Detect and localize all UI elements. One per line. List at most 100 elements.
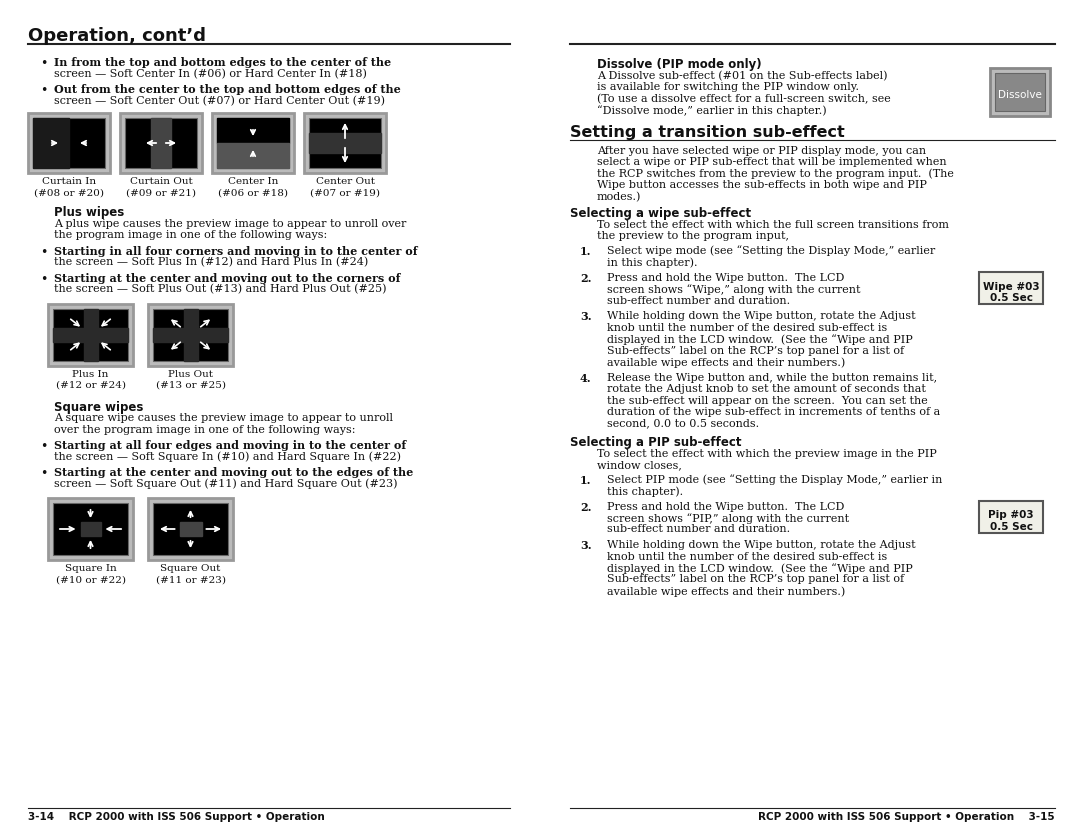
Text: Setting a transition sub-effect: Setting a transition sub-effect bbox=[570, 124, 845, 139]
FancyBboxPatch shape bbox=[153, 309, 228, 360]
Text: •: • bbox=[40, 273, 48, 285]
Text: Starting at the center and moving out to the corners of: Starting at the center and moving out to… bbox=[54, 273, 401, 284]
Text: •: • bbox=[40, 57, 48, 70]
Text: 3.: 3. bbox=[580, 540, 592, 551]
Text: A plus wipe causes the preview image to appear to unroll over: A plus wipe causes the preview image to … bbox=[54, 219, 406, 229]
FancyBboxPatch shape bbox=[212, 113, 294, 173]
Text: displayed in the LCD window.  (See the “Wipe and PIP: displayed in the LCD window. (See the “W… bbox=[607, 334, 913, 344]
Text: the screen — Soft Square In (#10) and Hard Square In (#22): the screen — Soft Square In (#10) and Ha… bbox=[54, 451, 401, 462]
Text: Curtain In: Curtain In bbox=[42, 177, 96, 186]
Text: In from the top and bottom edges to the center of the: In from the top and bottom edges to the … bbox=[54, 57, 391, 68]
Text: the screen — Soft Plus In (#12) and Hard Plus In (#24): the screen — Soft Plus In (#12) and Hard… bbox=[54, 257, 368, 268]
FancyBboxPatch shape bbox=[28, 113, 110, 173]
Text: •: • bbox=[40, 84, 48, 97]
Text: Center Out: Center Out bbox=[315, 177, 375, 186]
Text: Curtain Out: Curtain Out bbox=[130, 177, 192, 186]
Text: 0.5 Sec: 0.5 Sec bbox=[989, 521, 1032, 531]
FancyBboxPatch shape bbox=[217, 118, 289, 168]
Text: 1.: 1. bbox=[580, 245, 592, 257]
Text: the RCP switches from the preview to the program input.  (The: the RCP switches from the preview to the… bbox=[597, 168, 954, 179]
Text: Starting at the center and moving out to the edges of the: Starting at the center and moving out to… bbox=[54, 467, 414, 478]
Text: Sub-effects” label on the RCP’s top panel for a list of: Sub-effects” label on the RCP’s top pane… bbox=[607, 575, 904, 585]
Text: rotate the Adjust knob to set the amount of seconds that: rotate the Adjust knob to set the amount… bbox=[607, 384, 926, 394]
FancyBboxPatch shape bbox=[978, 272, 1043, 304]
Text: 0.5 Sec: 0.5 Sec bbox=[989, 293, 1032, 303]
Text: Selecting a PIP sub-effect: Selecting a PIP sub-effect bbox=[570, 436, 742, 449]
Text: available wipe effects and their numbers.): available wipe effects and their numbers… bbox=[607, 586, 846, 596]
Text: Operation, cont’d: Operation, cont’d bbox=[28, 27, 206, 45]
FancyBboxPatch shape bbox=[153, 503, 228, 555]
Text: (#11 or #23): (#11 or #23) bbox=[156, 575, 226, 585]
Text: screen — Soft Center In (#06) or Hard Center In (#18): screen — Soft Center In (#06) or Hard Ce… bbox=[54, 68, 367, 78]
Text: •: • bbox=[40, 467, 48, 480]
Text: knob until the number of the desired sub-effect is: knob until the number of the desired sub… bbox=[607, 551, 888, 561]
Text: 2.: 2. bbox=[580, 273, 592, 284]
Bar bbox=[153, 328, 228, 341]
Text: A square wipe causes the preview image to appear to unroll: A square wipe causes the preview image t… bbox=[54, 413, 393, 423]
Text: the screen — Soft Plus Out (#13) and Hard Plus Out (#25): the screen — Soft Plus Out (#13) and Har… bbox=[54, 284, 387, 294]
FancyBboxPatch shape bbox=[309, 118, 381, 168]
Text: After you have selected wipe or PIP display mode, you can: After you have selected wipe or PIP disp… bbox=[597, 145, 927, 155]
Text: Sub-effects” label on the RCP’s top panel for a list of: Sub-effects” label on the RCP’s top pane… bbox=[607, 345, 904, 355]
FancyBboxPatch shape bbox=[125, 118, 197, 168]
Text: modes.): modes.) bbox=[597, 192, 642, 202]
Text: knob until the number of the desired sub-effect is: knob until the number of the desired sub… bbox=[607, 323, 888, 333]
Text: To select the effect with which the full screen transitions from: To select the effect with which the full… bbox=[597, 219, 949, 229]
FancyBboxPatch shape bbox=[53, 503, 129, 555]
FancyBboxPatch shape bbox=[990, 68, 1050, 116]
Text: is available for switching the PIP window only.: is available for switching the PIP windo… bbox=[597, 82, 859, 92]
Text: Dissolve: Dissolve bbox=[998, 90, 1042, 100]
Text: Plus In: Plus In bbox=[72, 369, 109, 379]
Text: in this chapter).: in this chapter). bbox=[607, 257, 698, 268]
Text: over the program image in one of the following ways:: over the program image in one of the fol… bbox=[54, 425, 355, 435]
FancyBboxPatch shape bbox=[303, 113, 386, 173]
Bar bbox=[33, 118, 69, 168]
Bar bbox=[309, 133, 381, 153]
Text: the program image in one of the following ways:: the program image in one of the followin… bbox=[54, 230, 327, 240]
Text: (To use a dissolve effect for a full-screen switch, see: (To use a dissolve effect for a full-scr… bbox=[597, 93, 891, 104]
Text: this chapter).: this chapter). bbox=[607, 486, 684, 496]
Text: While holding down the Wipe button, rotate the Adjust: While holding down the Wipe button, rota… bbox=[607, 311, 916, 321]
Text: Square Out: Square Out bbox=[160, 564, 220, 573]
Text: Dissolve (PIP mode only): Dissolve (PIP mode only) bbox=[597, 58, 761, 71]
Text: Square In: Square In bbox=[65, 564, 117, 573]
Text: Out from the center to the top and bottom edges of the: Out from the center to the top and botto… bbox=[54, 84, 401, 95]
Text: Starting at all four edges and moving in to the center of: Starting at all four edges and moving in… bbox=[54, 440, 406, 451]
Text: Press and hold the Wipe button.  The LCD: Press and hold the Wipe button. The LCD bbox=[607, 501, 845, 511]
Text: (#06 or #18): (#06 or #18) bbox=[218, 188, 288, 198]
Text: window closes,: window closes, bbox=[597, 460, 681, 470]
Text: Plus wipes: Plus wipes bbox=[54, 206, 124, 219]
Text: (#12 or #24): (#12 or #24) bbox=[55, 381, 125, 390]
Text: RCP 2000 with ISS 506 Support • Operation    3-15: RCP 2000 with ISS 506 Support • Operatio… bbox=[758, 812, 1055, 822]
Text: the sub-effect will appear on the screen.  You can set the: the sub-effect will appear on the screen… bbox=[607, 395, 928, 405]
Text: select a wipe or PIP sub-effect that will be implemented when: select a wipe or PIP sub-effect that wil… bbox=[597, 157, 947, 167]
Text: sub-effect number and duration.: sub-effect number and duration. bbox=[607, 295, 791, 305]
FancyBboxPatch shape bbox=[148, 304, 233, 365]
Text: sub-effect number and duration.: sub-effect number and duration. bbox=[607, 525, 791, 535]
Text: (#13 or #25): (#13 or #25) bbox=[156, 381, 226, 390]
Text: 2.: 2. bbox=[580, 501, 592, 513]
Text: (#07 or #19): (#07 or #19) bbox=[310, 188, 380, 198]
Text: 3-14    RCP 2000 with ISS 506 Support • Operation: 3-14 RCP 2000 with ISS 506 Support • Ope… bbox=[28, 812, 325, 822]
FancyBboxPatch shape bbox=[48, 304, 133, 365]
Text: screen shows “Wipe,” along with the current: screen shows “Wipe,” along with the curr… bbox=[607, 284, 861, 294]
Text: Release the Wipe button and, while the button remains lit,: Release the Wipe button and, while the b… bbox=[607, 373, 937, 383]
Text: Select wipe mode (see “Setting the Display Mode,” earlier: Select wipe mode (see “Setting the Displ… bbox=[607, 245, 935, 256]
Bar bbox=[83, 309, 97, 360]
Text: screen — Soft Center Out (#07) or Hard Center Out (#19): screen — Soft Center Out (#07) or Hard C… bbox=[54, 96, 384, 106]
Text: 1.: 1. bbox=[580, 475, 592, 485]
Text: •: • bbox=[40, 440, 48, 453]
Text: Pip #03: Pip #03 bbox=[988, 510, 1034, 520]
Text: screen shows “PIP,” along with the current: screen shows “PIP,” along with the curre… bbox=[607, 513, 849, 524]
Text: 3.: 3. bbox=[580, 311, 592, 322]
Text: 4.: 4. bbox=[580, 373, 592, 384]
Text: “Dissolve mode,” earlier in this chapter.): “Dissolve mode,” earlier in this chapter… bbox=[597, 105, 826, 116]
Text: Wipe #03: Wipe #03 bbox=[983, 282, 1039, 292]
Bar bbox=[179, 521, 202, 536]
FancyBboxPatch shape bbox=[120, 113, 202, 173]
Text: •: • bbox=[40, 245, 48, 259]
Bar bbox=[184, 309, 198, 360]
FancyBboxPatch shape bbox=[995, 73, 1045, 111]
Text: Press and hold the Wipe button.  The LCD: Press and hold the Wipe button. The LCD bbox=[607, 273, 845, 283]
Text: Select PIP mode (see “Setting the Display Mode,” earlier in: Select PIP mode (see “Setting the Displa… bbox=[607, 475, 943, 485]
